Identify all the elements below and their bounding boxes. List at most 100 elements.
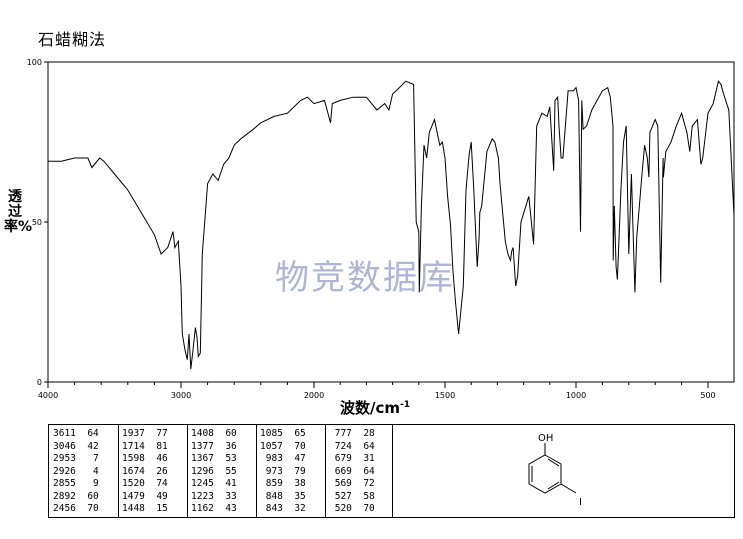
x-tick-label: 1000 [566,391,586,400]
peak-transmittance: 64 [351,465,375,477]
peak-table-cell: 2926 4 [53,466,99,477]
peak-wavenumber: 1377 [191,440,214,452]
peak-transmittance: 31 [351,453,375,464]
peak-transmittance: 7 [75,453,99,464]
peak-wavenumber: 973 [260,465,283,477]
peak-table-divider [187,425,188,517]
peak-table-cell: 569 72 [329,478,375,489]
peak-transmittance: 64 [351,440,375,452]
peak-wavenumber: 3046 [53,440,76,452]
peak-transmittance: 9 [75,478,99,489]
peak-table-cell: 1520 74 [122,478,168,489]
peak-transmittance: 43 [213,503,237,514]
peak-transmittance: 70 [75,503,99,514]
chart-title: 石蜡糊法 [38,30,107,49]
peak-table-cell: 1245 41 [191,478,237,489]
peak-table-cell: 679 31 [329,453,375,464]
peak-transmittance: 35 [282,490,306,502]
peak-wavenumber: 843 [260,503,283,514]
peak-table-cell: 2855 9 [53,478,99,489]
peak-wavenumber: 2892 [53,490,76,502]
peak-table-cell: 859 38 [260,478,306,489]
x-axis-label-sup: -1 [400,400,411,410]
peak-table-cell: 777 28 [329,428,375,439]
peak-transmittance: 38 [282,478,306,489]
peak-wavenumber: 777 [329,428,352,439]
y-tick-label: 50 [32,218,42,227]
spectrum-line [48,80,735,370]
peak-table-cell: 973 79 [260,466,306,477]
peak-wavenumber: 1085 [260,428,283,439]
peak-transmittance: 77 [144,428,168,439]
x-tick-label: 2000 [304,391,324,400]
peak-table-cell: 1057 70 [260,441,306,452]
watermark-text: 物竞数据库 [275,258,455,298]
peak-transmittance: 60 [75,490,99,502]
peak-table-cell: 1598 46 [122,453,168,464]
peak-table-cell: 2892 60 [53,491,99,502]
peak-wavenumber: 2456 [53,503,76,514]
peak-wavenumber: 1223 [191,490,214,502]
peak-wavenumber: 1674 [122,465,145,477]
peak-table-cell: 669 64 [329,466,375,477]
peak-table-divider [118,425,119,517]
peak-wavenumber: 983 [260,453,283,464]
peak-wavenumber: 848 [260,490,283,502]
peak-wavenumber: 859 [260,478,283,489]
peak-transmittance: 64 [75,428,99,439]
peak-transmittance: 32 [282,503,306,514]
peak-transmittance: 26 [144,465,168,477]
peak-transmittance: 70 [282,440,306,452]
plot-frame [47,61,735,383]
peak-transmittance: 4 [75,465,99,477]
peak-table-cell: 1714 81 [122,441,168,452]
x-tick-label: 1500 [435,391,455,400]
peak-wavenumber: 669 [329,465,352,477]
peak-wavenumber: 527 [329,490,352,502]
peak-table-cell: 843 32 [260,503,306,514]
peak-table-cell: 527 58 [329,491,375,502]
peak-table-cell: 724 64 [329,441,375,452]
iodine-label: I [579,497,582,508]
peak-wavenumber: 1408 [191,428,214,439]
peak-wavenumber: 1162 [191,503,214,514]
peak-wavenumber: 1520 [122,478,145,489]
peak-wavenumber: 1296 [191,465,214,477]
peak-table-cell: 1162 43 [191,503,237,514]
peak-transmittance: 60 [213,428,237,439]
x-tick-label: 500 [700,391,715,400]
peak-table-cell: 3046 42 [53,441,99,452]
peak-transmittance: 42 [75,440,99,452]
peak-wavenumber: 1598 [122,453,145,464]
peak-table-cell: 1479 49 [122,491,168,502]
peak-table-cell: 1674 26 [122,466,168,477]
peak-wavenumber: 1245 [191,478,214,489]
peak-transmittance: 58 [351,490,375,502]
peak-table-cell: 1085 65 [260,428,306,439]
x-axis-label: 波数/cm-1 [340,397,410,418]
peak-wavenumber: 1479 [122,490,145,502]
peak-wavenumber: 724 [329,440,352,452]
peak-transmittance: 72 [351,478,375,489]
peak-transmittance: 41 [213,478,237,489]
peak-wavenumber: 2953 [53,453,76,464]
peak-table-cell: 1408 60 [191,428,237,439]
peak-transmittance: 65 [282,428,306,439]
peak-transmittance: 46 [144,453,168,464]
peak-wavenumber: 1714 [122,440,145,452]
peak-transmittance: 33 [213,490,237,502]
peak-transmittance: 47 [282,453,306,464]
peak-table-cell: 1937 77 [122,428,168,439]
peak-transmittance: 28 [351,428,375,439]
peak-transmittance: 74 [144,478,168,489]
peak-transmittance: 53 [213,453,237,464]
peak-transmittance: 49 [144,490,168,502]
peak-table-cell: 2953 7 [53,453,99,464]
peak-wavenumber: 1937 [122,428,145,439]
peak-table-cell: 983 47 [260,453,306,464]
hydroxyl-label: OH [538,433,553,444]
peak-transmittance: 55 [213,465,237,477]
peak-wavenumber: 679 [329,453,352,464]
